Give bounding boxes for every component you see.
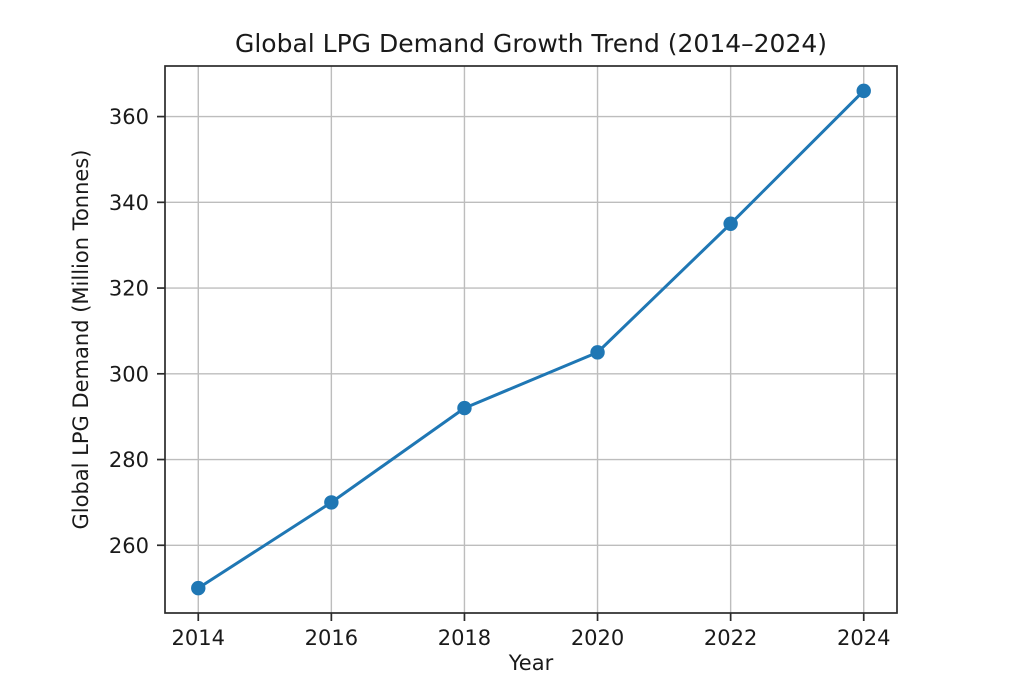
axes [157,65,898,621]
data-point-marker [856,83,871,99]
tick-labels: 2014 2016 2018 2020 2022 2024 260 280 300 320 340 3… [109,105,891,650]
x-axis-label: Year [508,651,554,675]
y-tick-label: 280 [109,448,149,472]
data-point-marker [723,216,738,231]
y-tick-label: 340 [109,191,149,215]
y-tick-label: 320 [109,277,149,301]
y-tick-label: 300 [109,362,149,386]
x-tick-label: 2024 [837,626,890,650]
trend-line [196,89,866,590]
data-series [191,83,871,596]
y-tick-label: 260 [109,534,149,558]
data-point-marker [457,400,472,416]
x-tick-label: 2022 [704,626,757,650]
x-tick-label: 2018 [438,626,491,650]
plot-border [164,65,898,614]
y-axis-label: Global LPG Demand (Million Tonnes) [69,150,93,530]
x-tick-label: 2014 [172,626,225,650]
data-point-marker [590,345,605,360]
gridlines [165,66,897,613]
x-tick-label: 2020 [571,626,624,650]
x-tick-label: 2016 [305,626,358,650]
chart-title: Global LPG Demand Growth Trend (2014–202… [235,29,827,58]
data-point-marker [191,580,206,596]
y-tick-label: 360 [109,105,149,129]
data-point-marker [324,495,339,510]
